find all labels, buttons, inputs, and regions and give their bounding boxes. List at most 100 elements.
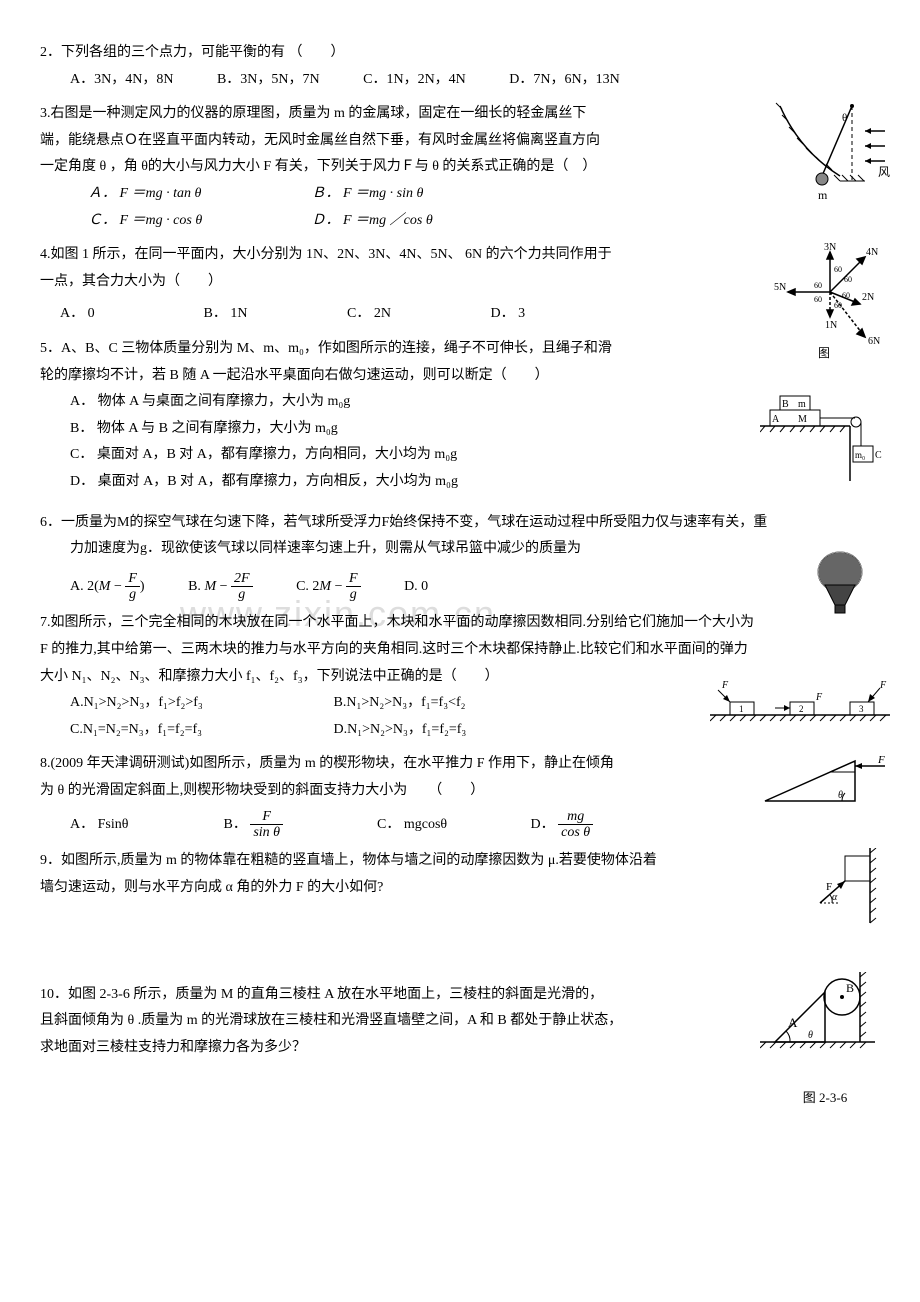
question-3: θ 风 m 3.右图是一种测定风力的仪器的原理图，质量为 m 的金属球，固定在一… [40, 101, 880, 234]
q7-opt-a: A.N₁>N₂>N₃，f₁>f₂>f₃ [70, 690, 330, 717]
svg-text:F: F [721, 680, 729, 691]
q4-line1: 4.如图 1 所示，在同一平面内，大小分别为 1N、2N、3N、4N、5N、 6… [40, 242, 880, 269]
q4-opt-c: C． 2N [347, 301, 447, 328]
q3-opts-row1: Ａ． F ＝mg · tan θ Ｂ． F ＝mg · sin θ [40, 181, 880, 208]
q9-figure: α F [810, 848, 890, 928]
q3-opt-c: Ｃ． F ＝mg · cos θ [88, 208, 308, 235]
q3-line1: 3.右图是一种测定风力的仪器的原理图，质量为 m 的金属球，固定在一细长的轻金属… [40, 101, 880, 128]
q4-opt-a: A． 0 [60, 301, 160, 328]
q6-line2: 力加速度为g．现欲使该气球以同样速率匀速上升，则需从气球吊篮中减少的质量为 [40, 536, 880, 563]
q8-figure: F θ [760, 751, 890, 811]
q7-figure: F 1 F 2 F 3 [710, 680, 890, 730]
svg-text:θ: θ [808, 1030, 813, 1041]
q6-line1: 6．一质量为M的探空气球在匀速下降，若气球所受浮力F始终保持不变，气球在运动过程… [40, 510, 880, 537]
q10-figure: A B θ 图 2-3-6 [760, 972, 890, 1052]
q2-options: A．3N，4N，8N B．3N，5N，7N C．1N，2N，4N D．7N，6N… [40, 67, 880, 94]
q5-opt-b: B． 物体 A 与 B 之间有摩擦力，大小为 m₀g [40, 416, 880, 443]
q5-opt-c: C． 桌面对 A，B 对 A，都有摩擦力，方向相同，大小均为 m₀g [40, 442, 880, 469]
question-8: F θ 8.(2009 年天津调研测试)如图所示，质量为 m 的楔形物块，在水平… [40, 751, 880, 840]
svg-text:3: 3 [859, 704, 864, 714]
theta-label: θ [842, 112, 847, 124]
svg-text:m: m [798, 399, 806, 410]
svg-text:A: A [788, 1015, 798, 1030]
q7-line1: 7.如图所示，三个完全相同的木块放在同一个水平面上，木块和水平面的动摩擦因数相同… [40, 610, 880, 637]
q8-line2: 为 θ 的光滑固定斜面上,则楔形物块受到的斜面支持力大小为 （ ） [40, 778, 880, 805]
q4-opt-d: D． 3 [491, 301, 591, 328]
svg-text:60: 60 [834, 301, 842, 310]
q6-opt-d: D. 0 [404, 579, 428, 594]
q3-line3: 一定角度 θ ，角 θ的大小与风力大小 F 有关，下列关于风力Ｆ与 θ 的关系式… [40, 154, 880, 181]
svg-text:B: B [846, 981, 854, 995]
svg-text:F: F [826, 881, 832, 893]
q7-line2: F 的推力,其中给第一、三两木块的推力与水平方向的夹角相同.这时三个木块都保持静… [40, 637, 880, 664]
q6-opt-b: B. M − 2Fg [188, 579, 256, 594]
svg-text:60: 60 [834, 265, 842, 274]
q6-opt-a: A. 2(M − Fg) [70, 579, 148, 594]
q8-opt-d: D． mgcos θ [531, 817, 594, 832]
question-9: α F 9．如图所示,质量为 m 的物体靠在粗糙的竖直墙上，物体与墙之间的动摩擦… [40, 848, 880, 901]
q4-options: A． 0 B． 1N C． 2N D． 3 [40, 301, 880, 328]
q4-line2: 一点，其合力大小为（ ） [40, 269, 880, 296]
svg-text:α: α [832, 892, 838, 903]
q7-opt-d: D.N₁>N₂>N₃，f₁=f₂=f₃ [334, 722, 467, 737]
q8-opt-c: C． mgcosθ [377, 812, 527, 839]
svg-text:4N: 4N [866, 247, 878, 258]
q8-line1: 8.(2009 年天津调研测试)如图所示，质量为 m 的楔形物块，在水平推力 F… [40, 751, 880, 778]
svg-text:2N: 2N [862, 292, 874, 303]
question-5: A M Bm m₀ C 5．A、B、C 三物体质量分别为 M、m、m₀，作如图所示的… [40, 336, 880, 496]
q10-fig-label: 图 2-3-6 [760, 1086, 890, 1111]
question-4: 3N 4N 2N 1N 5N 6N 60 60 60 60 60 60 图 4.… [40, 242, 880, 328]
q9-line2: 墙匀速运动，则与水平方向成 α 角的外力 F 的大小如何? [40, 875, 880, 902]
question-7: F1 F2 F3 7.如图所示，三个完全相同的木块放在同一个水平面上，木块和水平… [40, 610, 880, 743]
svg-text:5N: 5N [774, 282, 786, 293]
q5-line2: 轮的摩擦均不计，若 B 随 A 一起沿水平桌面向右做匀速运动，则可以断定（ ） [40, 363, 880, 390]
q2-opt-d: D．7N，6N，13N [509, 67, 619, 94]
svg-text:60: 60 [814, 295, 822, 304]
q5-opt-d: D． 桌面对 A，B 对 A，都有摩擦力，方向相反，大小均为 m₀g [40, 469, 880, 496]
q3-opt-d: Ｄ． F ＝mg ／cos θ [312, 213, 433, 228]
q5-figure: A M Bm m₀ C [760, 386, 890, 486]
question-6: 6．一质量为M的探空气球在匀速下降，若气球所受浮力F始终保持不变，气球在运动过程… [40, 510, 880, 603]
q5-opt-a: A． 物体 A 与桌面之间有摩擦力，大小为 m₀g [40, 389, 880, 416]
svg-text:m: m [818, 188, 828, 202]
svg-text:F: F [877, 754, 885, 766]
q10-line3: 求地面对三棱柱支持力和摩擦力各为多少？ [40, 1035, 880, 1062]
svg-text:M: M [798, 414, 807, 425]
q9-line1: 9．如图所示,质量为 m 的物体靠在粗糙的竖直墙上，物体与墙之间的动摩擦因数为 … [40, 848, 880, 875]
q8-opt-b: B． Fsin θ [224, 809, 374, 841]
svg-text:1N: 1N [825, 320, 837, 331]
svg-text:风: 风 [878, 165, 890, 179]
q3-opt-b: Ｂ． F ＝mg · sin θ [312, 186, 424, 201]
q2-stem: 2．下列各组的三个点力，可能平衡的有 （ ） [40, 40, 880, 67]
svg-text:1: 1 [739, 704, 744, 714]
svg-text:B: B [782, 399, 789, 410]
q2-opt-a: A．3N，4N，8N [70, 67, 173, 94]
q7-opt-c: C.N₁=N₂=N₃，f₁=f₂=f₃ [70, 717, 330, 744]
q8-options: A． Fsinθ B． Fsin θ C． mgcosθ D． mgcos θ [40, 809, 880, 841]
q2-opt-b: B．3N，5N，7N [217, 67, 320, 94]
q6-options: A. 2(M − Fg) B. M − 2Fg C. 2M − Fg D. 0 [40, 571, 880, 603]
svg-text:A: A [772, 414, 780, 425]
q7-opt-b: B.N₁>N₂>N₃，f₁=f₃<f₂ [334, 695, 466, 710]
q3-opt-a: Ａ． F ＝mg · tan θ [88, 181, 308, 208]
svg-text:60: 60 [844, 275, 852, 284]
svg-text:F: F [815, 692, 823, 703]
svg-text:3N: 3N [824, 242, 836, 253]
q4-opt-b: B． 1N [204, 301, 304, 328]
svg-text:2: 2 [799, 704, 804, 714]
q5-line1: 5．A、B、C 三物体质量分别为 M、m、m₀，作如图所示的连接，绳子不可伸长，… [40, 336, 880, 363]
svg-text:60: 60 [842, 291, 850, 300]
q3-line2: 端，能绕悬点Ｏ在竖直平面内转动，无风时金属丝自然下垂，有风时金属丝将偏离竖直方向 [40, 128, 880, 155]
q2-opt-c: C．1N，2N，4N [363, 67, 466, 94]
svg-text:m₀: m₀ [855, 450, 865, 460]
question-10: A B θ 图 2-3-6 10．如图 2-3-6 所示，质量为 M 的直角三棱… [40, 982, 880, 1062]
svg-text:60: 60 [814, 281, 822, 290]
svg-text:F: F [879, 680, 887, 691]
q3-figure: θ 风 m [770, 101, 890, 211]
q3-opts-row2: Ｃ． F ＝mg · cos θ Ｄ． F ＝mg ／cos θ [40, 208, 880, 235]
question-2: 2．下列各组的三个点力，可能平衡的有 （ ） A．3N，4N，8N B．3N，5… [40, 40, 880, 93]
q6-opt-c: C. 2M − Fg [296, 579, 364, 594]
q10-line2: 且斜面倾角为 θ .质量为 m 的光滑球放在三棱柱和光滑竖直墙壁之间，A 和 B… [40, 1008, 880, 1035]
svg-text:C: C [875, 450, 882, 461]
q8-opt-a: A． Fsinθ [70, 812, 220, 839]
